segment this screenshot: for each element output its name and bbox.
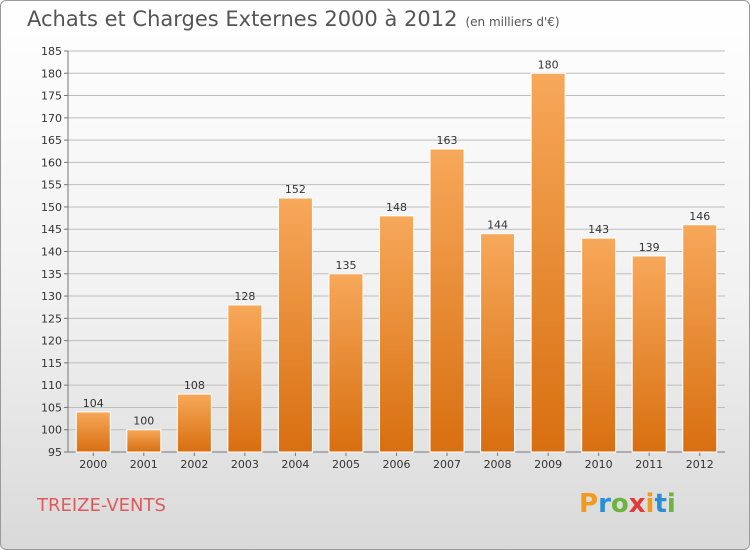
x-tick-label: 2012 — [686, 458, 714, 471]
data-label-2006: 148 — [386, 201, 407, 214]
data-label-2012: 146 — [689, 210, 710, 223]
bar-2003 — [227, 304, 263, 453]
data-label-2000: 104 — [83, 397, 104, 410]
proxiti-logo: Proxiti — [579, 489, 676, 519]
y-tick-label: 130 — [41, 290, 62, 303]
data-label-2007: 163 — [437, 134, 458, 147]
y-tick-label: 120 — [41, 335, 62, 348]
y-tick-label: 115 — [41, 357, 62, 370]
bar-2012 — [682, 224, 718, 453]
x-tick-label: 2000 — [79, 458, 107, 471]
y-tick-label: 110 — [41, 379, 62, 392]
commune-name: TREIZE-VENTS — [37, 495, 166, 516]
data-labels: 104 100 108 128 152 135 148 163 144 180 143 139 146 — [83, 58, 710, 427]
y-tick-label: 145 — [41, 223, 62, 236]
data-label-2009: 180 — [538, 58, 559, 71]
x-tick-label: 2002 — [180, 458, 208, 471]
logo-letter: x — [628, 489, 646, 519]
bar-2007 — [429, 148, 465, 453]
data-label-2008: 144 — [487, 219, 508, 232]
y-tick-label: 105 — [41, 401, 62, 414]
logo-letter: r — [598, 489, 611, 519]
logo-letter: P — [579, 489, 599, 519]
y-tick-label: 125 — [41, 312, 62, 325]
y-tick-label: 165 — [41, 134, 62, 147]
data-label-2005: 135 — [335, 259, 356, 272]
bar-2011 — [631, 255, 667, 453]
chart-unit: (en milliers d'€) — [465, 15, 560, 29]
bar-2009 — [530, 72, 566, 453]
y-tick-label: 185 — [41, 45, 62, 58]
data-label-2010: 143 — [588, 223, 609, 236]
x-tick-label: 2011 — [635, 458, 663, 471]
y-tick-label: 170 — [41, 112, 62, 125]
x-tick-label: 2003 — [231, 458, 259, 471]
logo-letter: t — [654, 489, 667, 519]
logo-letter: i — [666, 489, 676, 519]
bar-2000 — [75, 411, 111, 453]
bars — [75, 72, 718, 453]
data-label-2003: 128 — [234, 290, 255, 303]
x-tick-label: 2004 — [281, 458, 309, 471]
y-tick-label: 180 — [41, 67, 62, 80]
y-tick-label: 150 — [41, 201, 62, 214]
x-tick-label: 2009 — [534, 458, 562, 471]
x-axis: 2000 2001 2002 2003 2004 2005 2006 2007 2008 2009… — [68, 451, 725, 471]
data-label-2001: 100 — [133, 415, 154, 428]
y-tick-label: 95 — [48, 446, 62, 459]
logo-letter: i — [645, 489, 655, 519]
x-tick-label: 2010 — [585, 458, 613, 471]
data-label-2011: 139 — [639, 241, 660, 254]
bar-2008 — [480, 233, 516, 453]
data-label-2004: 152 — [285, 183, 306, 196]
bar-2010 — [581, 237, 617, 453]
x-tick-label: 2007 — [433, 458, 461, 471]
y-axis: 95 100 105 110 115 120 125 130 135 140 145 150 155 16… — [41, 45, 69, 459]
bar-2006 — [379, 215, 414, 453]
y-tick-label: 100 — [41, 424, 62, 437]
y-tick-label: 135 — [41, 268, 62, 281]
bar-2001 — [126, 429, 162, 453]
logo-letter: o — [610, 489, 629, 519]
y-tick-label: 155 — [41, 179, 62, 192]
bar-2004 — [277, 197, 313, 453]
bar-2005 — [328, 273, 364, 453]
chart-title-text: Achats et Charges Externes 2000 à 2012 — [27, 7, 458, 31]
bar-2002 — [176, 393, 212, 453]
data-label-2002: 108 — [184, 379, 205, 392]
y-tick-label: 175 — [41, 90, 62, 103]
x-tick-label: 2008 — [484, 458, 512, 471]
y-tick-label: 160 — [41, 156, 62, 169]
x-tick-label: 2001 — [130, 458, 158, 471]
x-tick-label: 2005 — [332, 458, 360, 471]
y-tick-label: 140 — [41, 246, 62, 259]
x-tick-label: 2006 — [383, 458, 411, 471]
chart-title: Achats et Charges Externes 2000 à 2012 (e… — [27, 7, 560, 31]
